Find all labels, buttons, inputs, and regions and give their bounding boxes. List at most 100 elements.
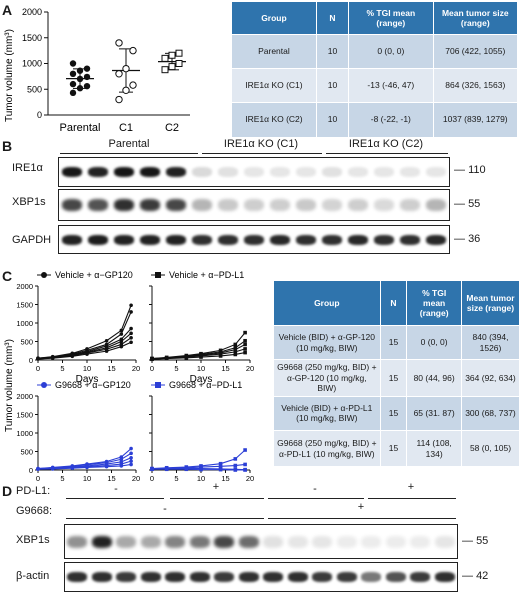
blot-band [385, 572, 406, 582]
data-point [129, 451, 133, 456]
pdl1-sign: + [407, 481, 415, 493]
table-header: Group [274, 281, 381, 326]
table-cell: 364 (92, 634) [461, 359, 520, 397]
table-cell: -13 (-46, 47) [348, 68, 434, 103]
data-point [129, 303, 133, 308]
group-underline [66, 518, 264, 519]
blot-band [336, 572, 357, 582]
panel-a-ylabel: Tumor volume (mm³) [4, 29, 15, 122]
blot-band [410, 535, 431, 548]
group-underline [326, 153, 448, 154]
table-cell: 300 (68, 737) [461, 395, 520, 431]
y-tick-label: 1000 [22, 59, 42, 69]
mw-marker: — 42 [462, 570, 489, 582]
blot-band [425, 167, 447, 177]
data-point [129, 446, 133, 451]
data-point [233, 345, 238, 350]
data-point [122, 86, 130, 94]
x-tick-label: C1 [119, 122, 133, 134]
data-point [83, 65, 91, 72]
x-tick-label: 20 [246, 364, 254, 373]
chart-title: Vehicle + α−GP120 [55, 270, 133, 280]
blot-band [165, 572, 186, 582]
group-underline [202, 153, 322, 154]
data-point [218, 352, 223, 356]
chart-title: Vehicle + α−PD-L1 [169, 270, 244, 280]
data-point [129, 81, 137, 89]
blot-band [165, 199, 187, 211]
blot-band [214, 535, 235, 548]
panel-c-ylabel: Tumor volume (mm³) [4, 339, 15, 432]
table-cell: 114 (108, 134) [406, 429, 462, 467]
blot-band [287, 535, 308, 548]
blot-band [312, 572, 333, 582]
blot-band [67, 572, 88, 582]
blot-band [373, 167, 395, 177]
blot-band [269, 167, 291, 177]
x-axis-label: Days [76, 374, 99, 385]
blot-band [87, 167, 109, 177]
table-cell: 10 [316, 68, 350, 103]
blot-band [347, 199, 369, 211]
group-underline [268, 498, 364, 499]
data-point [69, 70, 77, 78]
table-cell: Parental [232, 34, 317, 69]
group-label-parental: Parental [108, 138, 150, 150]
data-point [119, 457, 124, 462]
x-tick-label: 15 [107, 364, 115, 373]
table-cell: 58 (0, 105) [461, 429, 520, 467]
group-label-c2: IRE1α KO (C2) [348, 138, 424, 150]
data-point [104, 349, 109, 353]
blot-band [361, 572, 382, 582]
data-point [129, 331, 133, 336]
blot-band [295, 167, 317, 177]
blot-band [263, 572, 284, 582]
data-point [161, 54, 169, 62]
blot-band [295, 234, 317, 245]
blot-band [399, 167, 421, 177]
data-point [243, 462, 247, 467]
mw-marker: — 55 [462, 535, 489, 547]
blot-band [434, 535, 455, 548]
x-tick-label: 0 [150, 474, 154, 483]
data-point [218, 461, 223, 466]
blot-band [116, 572, 137, 582]
blot-band [399, 234, 421, 245]
data-point [243, 342, 247, 347]
x-tick-label: 20 [246, 474, 254, 483]
data-point [243, 350, 247, 355]
table-cell: Vehicle (BID) + α-GP-120 (10 mg/kg, BIW) [274, 325, 381, 360]
blot-band [87, 199, 109, 211]
blot-band [116, 535, 137, 548]
table-cell: 0 (0, 0) [348, 34, 434, 69]
blot-band [113, 167, 135, 177]
x-tick-label: 20 [132, 364, 140, 373]
blot-band [295, 199, 317, 211]
blot-band [113, 199, 135, 211]
blot-band [312, 535, 333, 548]
data-point [168, 51, 176, 59]
x-tick-label: 10 [197, 364, 205, 373]
blot-band [191, 234, 213, 245]
x-tick-label: 0 [36, 364, 40, 373]
blot-band [91, 535, 112, 548]
data-point [119, 339, 124, 344]
data-point [76, 75, 84, 83]
data-point [83, 82, 91, 90]
data-point [119, 464, 124, 468]
x-tick-label: 5 [60, 474, 64, 483]
data-point [129, 46, 137, 55]
data-point [115, 39, 123, 47]
blot-band [165, 234, 187, 245]
group-underline [368, 498, 456, 499]
blot-band [361, 535, 382, 548]
data-point [243, 448, 247, 452]
y-tick-label: 0 [37, 110, 42, 120]
blot-band [61, 199, 83, 211]
data-point [115, 95, 123, 104]
panel-label-d: D [2, 483, 13, 499]
data-point [233, 342, 238, 347]
data-point [70, 466, 75, 470]
table-header: Mean tumor size (range) [461, 281, 520, 326]
blot-band [113, 234, 135, 245]
